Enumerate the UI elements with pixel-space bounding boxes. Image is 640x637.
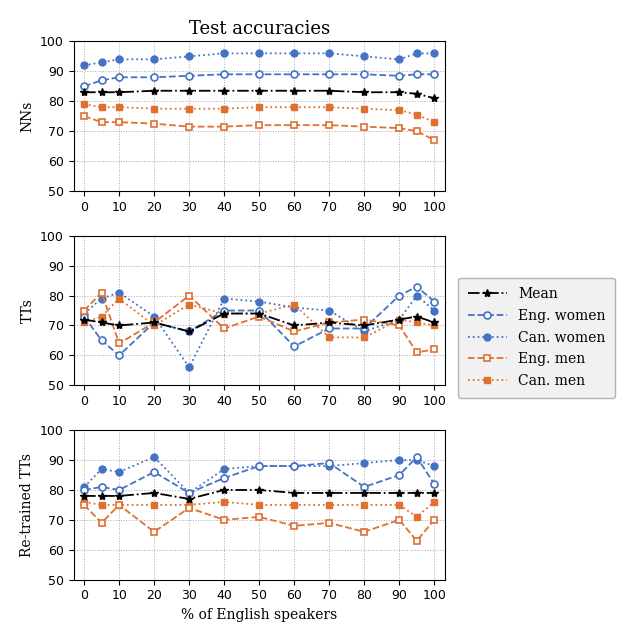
Y-axis label: TTs: TTs (20, 298, 35, 323)
Legend: Mean, Eng. women, Can. women, Eng. men, Can. men: Mean, Eng. women, Can. women, Eng. men, … (458, 278, 615, 397)
X-axis label: % of English speakers: % of English speakers (181, 608, 337, 622)
Y-axis label: NNs: NNs (20, 101, 35, 132)
Y-axis label: Re-trained TTs: Re-trained TTs (20, 453, 35, 557)
Title: Test accuracies: Test accuracies (189, 20, 330, 38)
